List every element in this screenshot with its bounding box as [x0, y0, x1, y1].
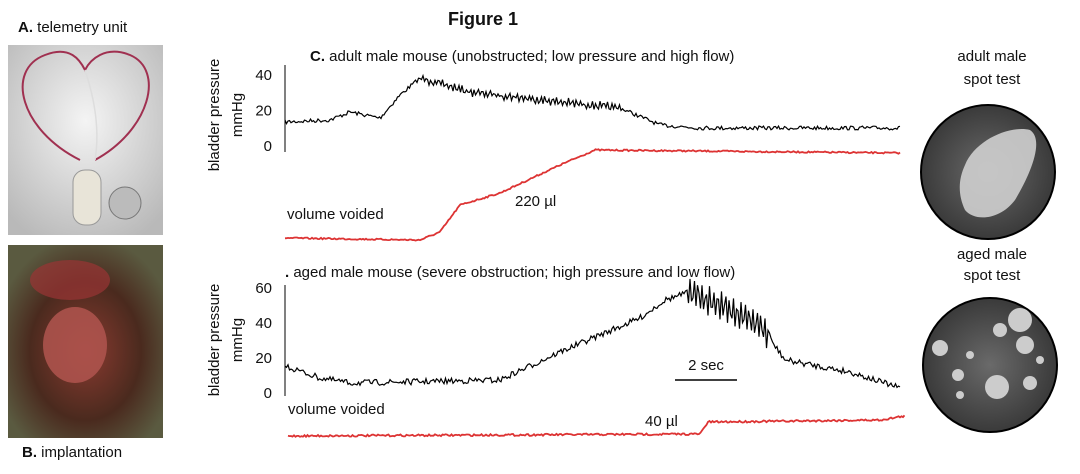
- coin: [108, 186, 142, 220]
- y-tick-label: 0: [264, 385, 272, 402]
- label: C.: [310, 48, 325, 65]
- panel-title: . aged male mouse (severe obstruction; h…: [285, 264, 735, 281]
- y-tick-label: 60: [255, 280, 272, 297]
- spot-label: aged male: [957, 246, 1027, 263]
- wire: [84, 69, 98, 161]
- capsule: [72, 169, 102, 226]
- y-label: bladder pressure: [206, 59, 223, 172]
- y-label: bladder pressure: [206, 284, 223, 397]
- title: aged male mouse (severe obstruction; hig…: [293, 264, 735, 281]
- volume-label: volume voided: [287, 206, 384, 223]
- panel-label: B. implantation: [22, 444, 122, 461]
- title: adult male mouse (unobstructed; low pres…: [329, 48, 734, 65]
- panel-title: C. adult male mouse (unobstructed; low p…: [310, 48, 734, 65]
- spot-label: adult male: [957, 48, 1026, 65]
- y-tick-label: 40: [255, 67, 272, 84]
- scale-bar-label: 2 sec: [688, 357, 724, 374]
- y-unit: mmHg: [229, 93, 246, 137]
- spot: [959, 129, 1037, 218]
- caption: implantation: [41, 444, 122, 461]
- wire: [21, 50, 150, 161]
- spots: [932, 308, 1044, 399]
- volume-value: 220 µl: [515, 193, 556, 210]
- trace: [287, 414, 906, 439]
- label: A.: [18, 19, 33, 36]
- figure-title: Figure 1: [448, 9, 518, 29]
- spot-label: spot test: [964, 267, 1022, 284]
- y-tick-label: 20: [255, 350, 272, 367]
- panel-label: A. telemetry unit: [18, 19, 128, 36]
- y-tick-label: 0: [264, 138, 272, 155]
- organ: [43, 307, 107, 383]
- label: .: [285, 264, 289, 281]
- trace: [284, 148, 901, 242]
- volume-label: volume voided: [288, 401, 385, 418]
- label: B.: [22, 444, 37, 461]
- trace: [284, 73, 901, 132]
- volume-value: 40 µl: [645, 413, 678, 430]
- spot-test-image: [922, 297, 1058, 433]
- y-tick-label: 20: [255, 102, 272, 119]
- y-tick-label: 40: [255, 315, 272, 332]
- y-unit: mmHg: [229, 318, 246, 362]
- spot-label: spot test: [964, 71, 1022, 88]
- tissue: [30, 260, 110, 300]
- caption: telemetry unit: [37, 19, 128, 36]
- trace: [284, 278, 901, 389]
